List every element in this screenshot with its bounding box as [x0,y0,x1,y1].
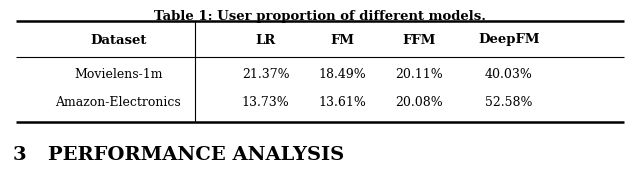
Text: PERFORMANCE ANALYSIS: PERFORMANCE ANALYSIS [48,146,344,164]
Text: LR: LR [255,34,276,47]
Text: FM: FM [330,34,355,47]
Text: FFM: FFM [403,34,436,47]
Text: Dataset: Dataset [90,34,147,47]
Text: 3: 3 [13,146,26,164]
Text: 52.58%: 52.58% [485,96,532,109]
Text: DeepFM: DeepFM [478,34,540,47]
Text: Amazon-Electronics: Amazon-Electronics [56,96,181,109]
Text: 20.08%: 20.08% [396,96,443,109]
Text: Movielens-1m: Movielens-1m [74,69,163,82]
Text: 18.49%: 18.49% [319,69,366,82]
Text: 13.61%: 13.61% [319,96,366,109]
Text: 20.11%: 20.11% [396,69,443,82]
Text: 40.03%: 40.03% [485,69,532,82]
Text: Table 1: User proportion of different models.: Table 1: User proportion of different mo… [154,10,486,23]
Text: 21.37%: 21.37% [242,69,289,82]
Text: 13.73%: 13.73% [242,96,289,109]
